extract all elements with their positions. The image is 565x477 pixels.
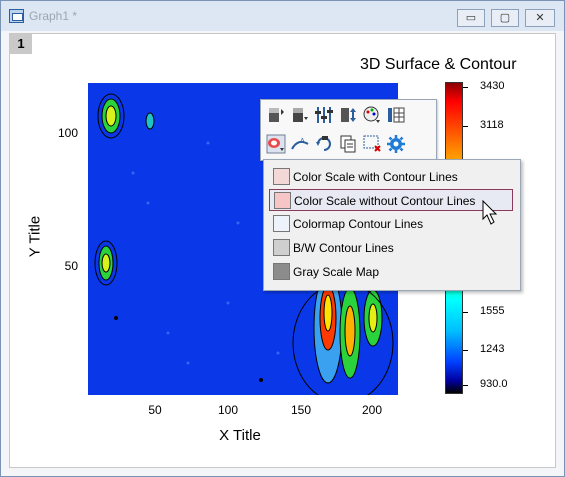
y-axis-title[interactable]: Y Title: [26, 215, 44, 258]
contour-fill-icon[interactable]: [266, 134, 286, 154]
menu-item-color-scale-without-contour[interactable]: Color Scale without Contour Lines: [269, 189, 513, 211]
colorbar-tick: [463, 312, 468, 313]
menu-item-color-scale-with-contour[interactable]: Color Scale with Contour Lines: [269, 166, 513, 188]
line-label-icon[interactable]: A: [290, 134, 310, 154]
contour-lines-icon: [273, 215, 290, 232]
color-bar-icon[interactable]: [266, 105, 286, 125]
flip-icon[interactable]: [338, 105, 358, 125]
color-scale-down-icon[interactable]: [290, 105, 310, 125]
rotate-icon[interactable]: [314, 134, 334, 154]
colorbar-label: 1243: [480, 343, 505, 355]
adjust-levels-icon[interactable]: [314, 105, 334, 125]
x-tick-label: 200: [361, 403, 383, 417]
graph-window-icon: [9, 9, 24, 23]
gray-scale-icon: [273, 263, 290, 280]
contour-color-icon: [273, 168, 290, 185]
minimize-button[interactable]: ▭: [457, 9, 485, 27]
x-tick-label: 50: [148, 403, 162, 417]
menu-item-bw-contour-lines[interactable]: B/W Contour Lines: [269, 237, 513, 259]
colorbar-tick: [463, 87, 468, 88]
colorbar-label: 3430: [480, 80, 505, 92]
window-titlebar[interactable]: Graph1 * ▭ ▢ ✕: [1, 1, 564, 31]
color-map-icon: [274, 192, 291, 209]
layer-number-badge[interactable]: 1: [10, 34, 32, 54]
x-tick-label: 150: [290, 403, 312, 417]
colorbar-tick: [463, 385, 468, 386]
y-tick-label: 50: [64, 259, 78, 273]
copy-format-icon[interactable]: [338, 134, 358, 154]
colorbar-label: 930.0: [480, 378, 508, 390]
graph-title[interactable]: 3D Surface & Contour: [360, 56, 517, 73]
close-button[interactable]: ✕: [525, 9, 555, 27]
svg-text:A: A: [300, 138, 305, 145]
x-tick-label: 100: [217, 403, 239, 417]
x-axis-title[interactable]: X Title: [219, 427, 261, 444]
maximize-button[interactable]: ▢: [491, 9, 519, 27]
mini-toolbar: A: [260, 99, 437, 161]
bw-contour-icon: [273, 239, 290, 256]
colorbar-tick: [463, 350, 468, 351]
settings-gear-icon[interactable]: [386, 134, 406, 154]
y-tick-label: 100: [57, 126, 78, 140]
colorbar-tick: [463, 126, 468, 127]
table-icon[interactable]: [386, 105, 406, 125]
select-region-icon[interactable]: [362, 134, 382, 154]
colorbar-label: 3118: [480, 119, 504, 131]
color-map-menu: Color Scale with Contour Lines Color Sca…: [263, 159, 521, 291]
palette-icon[interactable]: [362, 105, 382, 125]
contour-plot-svg: [94, 93, 394, 395]
mouse-pointer-icon: [482, 200, 498, 225]
menu-item-colormap-contour-lines[interactable]: Colormap Contour Lines: [269, 213, 513, 235]
menu-item-gray-scale-map[interactable]: Gray Scale Map: [269, 261, 513, 283]
window-title: Graph1 *: [29, 9, 78, 23]
colorbar-label: 1555: [480, 305, 505, 317]
